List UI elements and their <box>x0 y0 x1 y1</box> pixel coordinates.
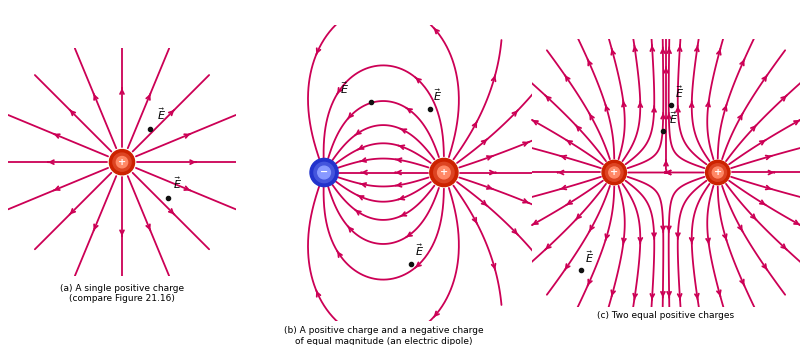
Text: (b) A positive charge and a negative charge
of equal magnitude (an electric dipo: (b) A positive charge and a negative cha… <box>284 326 484 345</box>
Circle shape <box>318 166 330 179</box>
Text: $\vec{E}$: $\vec{E}$ <box>669 110 678 126</box>
Circle shape <box>110 150 134 175</box>
Circle shape <box>712 167 723 178</box>
Circle shape <box>606 164 623 181</box>
Text: $\vec{E}$: $\vec{E}$ <box>157 106 166 122</box>
Circle shape <box>609 167 620 178</box>
Text: $\vec{E}$: $\vec{E}$ <box>415 242 424 258</box>
Text: (c) Two equal positive charges: (c) Two equal positive charges <box>598 312 734 321</box>
Circle shape <box>310 158 338 187</box>
Circle shape <box>438 166 450 179</box>
Text: +: + <box>118 158 126 167</box>
Circle shape <box>430 158 458 187</box>
Circle shape <box>602 160 626 185</box>
Text: $\vec{E}$: $\vec{E}$ <box>340 80 350 96</box>
Circle shape <box>706 160 730 185</box>
Text: +: + <box>440 168 448 177</box>
Circle shape <box>314 162 334 183</box>
Text: +: + <box>714 168 722 177</box>
Text: $\vec{E}$: $\vec{E}$ <box>434 87 442 102</box>
Text: $\vec{E}$: $\vec{E}$ <box>674 85 683 100</box>
Circle shape <box>709 164 726 181</box>
Circle shape <box>116 157 128 168</box>
Circle shape <box>434 162 454 183</box>
Text: (a) A single positive charge
(compare Figure 21.16): (a) A single positive charge (compare Fi… <box>60 284 184 303</box>
Text: +: + <box>610 168 618 177</box>
Text: $\vec{E}$: $\vec{E}$ <box>585 249 594 265</box>
Circle shape <box>113 153 131 171</box>
Text: $\vec{E}$: $\vec{E}$ <box>173 175 182 191</box>
Text: −: − <box>320 168 328 177</box>
